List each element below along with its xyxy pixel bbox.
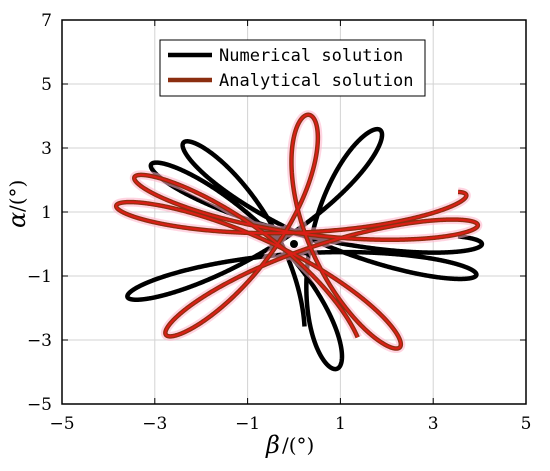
y-tick-label: 1: [41, 203, 52, 223]
legend: Numerical solution Analytical solution: [159, 39, 426, 97]
y-tick-label: −1: [27, 267, 52, 287]
x-tick-label: −3: [142, 414, 167, 434]
series-highlight-analytical: [115, 113, 479, 350]
x-axis-symbol: β: [265, 431, 280, 459]
series-layer: [111, 110, 485, 372]
legend-box: [159, 39, 426, 97]
y-axis-unit: /(°): [5, 180, 29, 212]
x-axis-unit: /(°): [282, 433, 314, 457]
x-tick-label: −5: [49, 414, 74, 434]
y-tick-label: −5: [27, 395, 52, 415]
x-tick-label: 1: [335, 414, 346, 434]
legend-label-analytical: Analytical solution: [219, 71, 413, 91]
tick-marks: [61, 19, 527, 405]
y-tick-label: 7: [41, 11, 52, 31]
center-point: [290, 240, 298, 248]
y-tick-label: −3: [27, 331, 52, 351]
y-tick-label: 5: [41, 75, 52, 95]
x-tick-labels: −5 −3 −1 1 3 5: [49, 414, 531, 434]
series-line-numerical: [125, 126, 485, 372]
y-axis-symbol: α: [3, 212, 31, 228]
x-axis-title: β /(°): [265, 431, 314, 459]
y-tick-label: 3: [41, 139, 52, 159]
x-tick-label: 5: [521, 414, 532, 434]
y-axis-title: α /(°): [3, 180, 31, 228]
x-tick-label: 3: [428, 414, 439, 434]
y-tick-labels: −5 −3 −1 1 3 5 7: [27, 11, 52, 415]
legend-label-numerical: Numerical solution: [219, 46, 403, 66]
x-tick-label: −1: [235, 414, 260, 434]
